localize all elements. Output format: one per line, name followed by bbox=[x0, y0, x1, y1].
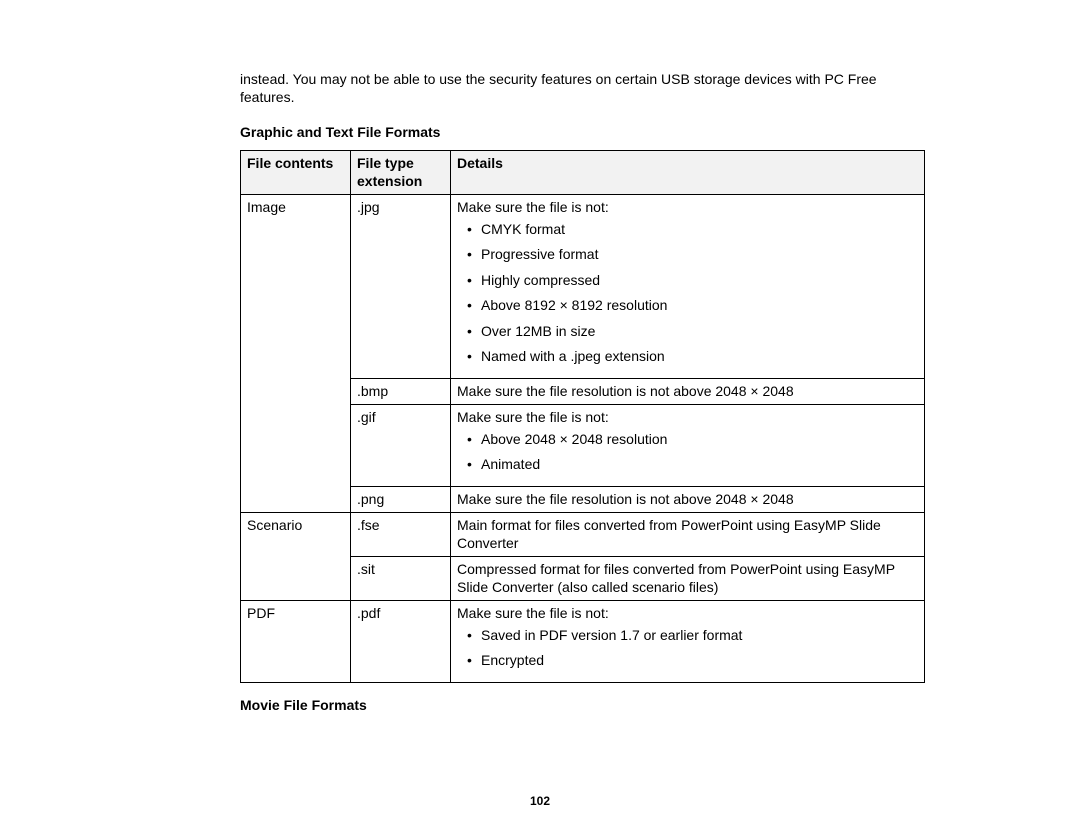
table-row: Image .jpg Make sure the file is not: CM… bbox=[241, 195, 925, 379]
cell-details-pdf: Make sure the file is not: Saved in PDF … bbox=[451, 601, 925, 683]
cell-ext-png: .png bbox=[351, 486, 451, 513]
cell-contents-scenario: Scenario bbox=[241, 513, 351, 601]
cell-ext-pdf: .pdf bbox=[351, 601, 451, 683]
list-item: Progressive format bbox=[467, 246, 918, 264]
cell-ext-gif: .gif bbox=[351, 405, 451, 487]
cell-details-bmp: Make sure the file resolution is not abo… bbox=[451, 378, 925, 405]
cell-contents-pdf: PDF bbox=[241, 601, 351, 683]
cell-ext-jpg: .jpg bbox=[351, 195, 451, 379]
list-item: Above 8192 × 8192 resolution bbox=[467, 297, 918, 315]
page-number: 102 bbox=[0, 794, 1080, 808]
cell-details-png: Make sure the file resolution is not abo… bbox=[451, 486, 925, 513]
list-item: Above 2048 × 2048 resolution bbox=[467, 431, 918, 449]
list-item: Named with a .jpeg extension bbox=[467, 348, 918, 366]
cell-details-fse: Main format for files converted from Pow… bbox=[451, 513, 925, 557]
table-row: Scenario .fse Main format for files conv… bbox=[241, 513, 925, 557]
details-list: CMYK format Progressive format Highly co… bbox=[457, 221, 918, 366]
details-lead: Make sure the file is not: bbox=[457, 409, 609, 425]
table-row: PDF .pdf Make sure the file is not: Save… bbox=[241, 601, 925, 683]
list-item: Animated bbox=[467, 456, 918, 474]
section-heading-graphic: Graphic and Text File Formats bbox=[240, 124, 925, 140]
formats-table: File contents File type extension Detail… bbox=[240, 150, 925, 683]
list-item: Saved in PDF version 1.7 or earlier form… bbox=[467, 627, 918, 645]
col-header-type: File type extension bbox=[351, 151, 451, 195]
details-list: Saved in PDF version 1.7 or earlier form… bbox=[457, 627, 918, 670]
list-item: Encrypted bbox=[467, 652, 918, 670]
col-header-details: Details bbox=[451, 151, 925, 195]
cell-ext-sit: .sit bbox=[351, 557, 451, 601]
intro-paragraph: instead. You may not be able to use the … bbox=[240, 70, 925, 106]
table-header-row: File contents File type extension Detail… bbox=[241, 151, 925, 195]
list-item: Over 12MB in size bbox=[467, 323, 918, 341]
section-heading-movie: Movie File Formats bbox=[240, 697, 925, 713]
document-page: instead. You may not be able to use the … bbox=[0, 0, 1080, 713]
details-lead: Make sure the file is not: bbox=[457, 605, 609, 621]
details-list: Above 2048 × 2048 resolution Animated bbox=[457, 431, 918, 474]
list-item: CMYK format bbox=[467, 221, 918, 239]
col-header-contents: File contents bbox=[241, 151, 351, 195]
cell-ext-fse: .fse bbox=[351, 513, 451, 557]
cell-ext-bmp: .bmp bbox=[351, 378, 451, 405]
cell-details-gif: Make sure the file is not: Above 2048 × … bbox=[451, 405, 925, 487]
details-lead: Make sure the file is not: bbox=[457, 199, 609, 215]
cell-details-jpg: Make sure the file is not: CMYK format P… bbox=[451, 195, 925, 379]
list-item: Highly compressed bbox=[467, 272, 918, 290]
cell-details-sit: Compressed format for files converted fr… bbox=[451, 557, 925, 601]
cell-contents-image: Image bbox=[241, 195, 351, 513]
